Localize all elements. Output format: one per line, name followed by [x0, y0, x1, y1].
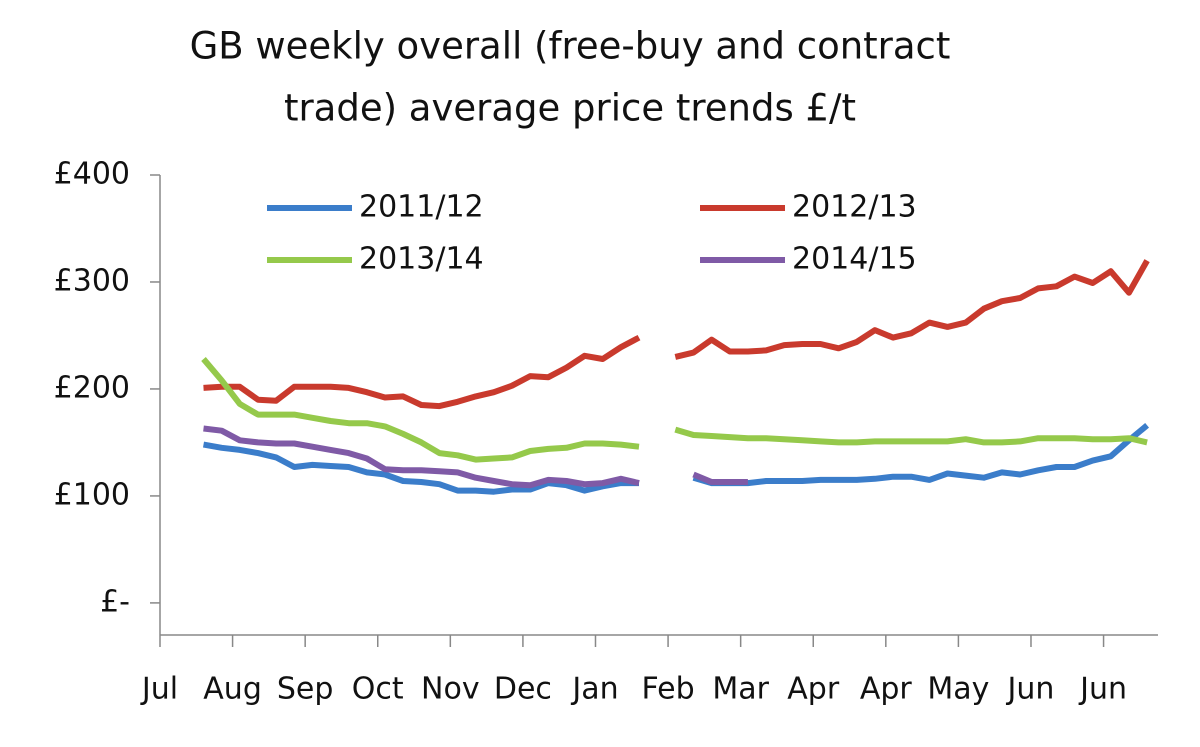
y-tick-label: £200 — [54, 370, 130, 405]
legend-label: 2013/14 — [359, 242, 484, 277]
x-tick-label: May — [927, 672, 989, 707]
series-line — [203, 259, 1150, 410]
x-tick-label: Feb — [642, 672, 695, 707]
chart-title: GB weekly overall (free-buy and contract — [190, 25, 951, 68]
series-line — [202, 422, 1150, 495]
x-tick-label: Apr — [787, 672, 840, 707]
x-tick-label: Jan — [570, 672, 618, 707]
series-line — [203, 425, 748, 489]
x-tick-label: Jun — [1006, 672, 1055, 707]
x-tick-label: Nov — [421, 672, 480, 707]
x-tick-label: Oct — [352, 672, 404, 707]
x-tick-label: Aug — [203, 672, 262, 707]
chart-title: trade) average price trends £/t — [284, 87, 856, 130]
y-tick-label: £300 — [54, 263, 130, 298]
x-tick-label: Mar — [712, 672, 769, 707]
series-line — [201, 357, 1148, 463]
y-tick-label: £400 — [54, 157, 130, 192]
y-tick-label: £100 — [54, 477, 130, 512]
x-tick-label: Sep — [277, 672, 334, 707]
y-tick-label: £- — [100, 584, 130, 619]
legend-label: 2012/13 — [792, 190, 917, 225]
x-tick-label: Apr — [860, 672, 913, 707]
legend-label: 2014/15 — [792, 242, 917, 277]
x-tick-label: Jul — [140, 672, 178, 707]
legend-label: 2011/12 — [359, 190, 484, 225]
x-tick-label: Jun — [1078, 672, 1127, 707]
x-tick-label: Dec — [494, 672, 552, 707]
